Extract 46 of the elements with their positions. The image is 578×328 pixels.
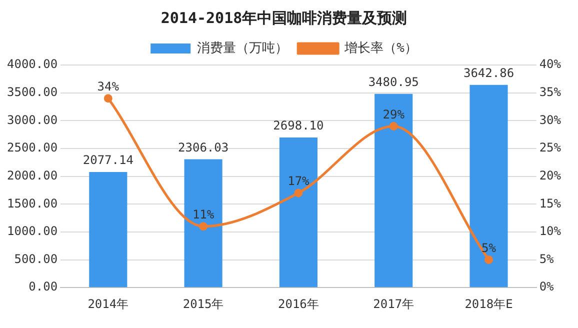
y-tick-label: 0.00 bbox=[28, 280, 58, 294]
bar bbox=[89, 172, 128, 288]
data-label: 17% bbox=[288, 174, 310, 188]
bar bbox=[184, 159, 222, 288]
y2-tick-label: 5% bbox=[539, 252, 555, 266]
y2-tick-label: 40% bbox=[539, 57, 562, 72]
data-label: 2698.10 bbox=[273, 118, 324, 133]
data-label: 3480.95 bbox=[368, 75, 419, 90]
y2-tick-label: 10% bbox=[539, 224, 562, 238]
point bbox=[104, 94, 112, 103]
bar bbox=[279, 137, 318, 288]
y2-tick-label: 0% bbox=[539, 280, 555, 294]
x-tick-label: 2017年 bbox=[373, 296, 414, 311]
y-tick-label: 1500.00 bbox=[6, 196, 58, 210]
chart-title: 2014-2018年中国咖啡消费量及预测 bbox=[160, 8, 408, 27]
y-tick-label: 1000.00 bbox=[6, 224, 58, 238]
y-tick-label: 3500.00 bbox=[6, 84, 58, 99]
bar bbox=[470, 84, 508, 288]
y-tick-label: 2000.00 bbox=[6, 168, 58, 182]
x-tick-label: 2015年 bbox=[182, 296, 224, 311]
legend-label: 消费量（万吨） bbox=[197, 40, 288, 56]
data-label: 3642.86 bbox=[463, 66, 514, 80]
y2-tick-label: 35% bbox=[539, 84, 562, 99]
point bbox=[199, 222, 208, 231]
point bbox=[389, 122, 398, 130]
y2-tick-label: 20% bbox=[539, 168, 562, 182]
point bbox=[484, 256, 493, 264]
x-tick-label: 2016年 bbox=[278, 296, 319, 311]
data-label: 5% bbox=[482, 240, 497, 255]
bar bbox=[374, 94, 413, 288]
data-label: 29% bbox=[382, 107, 406, 122]
y2-tick-label: 30% bbox=[539, 112, 562, 127]
data-label: 11% bbox=[192, 208, 215, 222]
y-tick-label: 4000.00 bbox=[6, 57, 58, 72]
x-tick-label: 2018年E bbox=[464, 296, 513, 311]
y2-tick-label: 15% bbox=[539, 196, 562, 210]
y-tick-label: 500.00 bbox=[14, 252, 58, 266]
data-label: 2077.14 bbox=[82, 153, 134, 168]
point bbox=[294, 188, 303, 198]
legend-label: 增长率（%） bbox=[344, 40, 418, 56]
y2-tick-label: 25% bbox=[539, 140, 562, 155]
data-label: 34% bbox=[97, 80, 120, 94]
y-tick-label: 3000.00 bbox=[6, 112, 58, 127]
x-tick-label: 2014年 bbox=[88, 296, 129, 311]
y-tick-label: 2500.00 bbox=[6, 140, 58, 155]
data-label: 2306.03 bbox=[178, 140, 229, 154]
